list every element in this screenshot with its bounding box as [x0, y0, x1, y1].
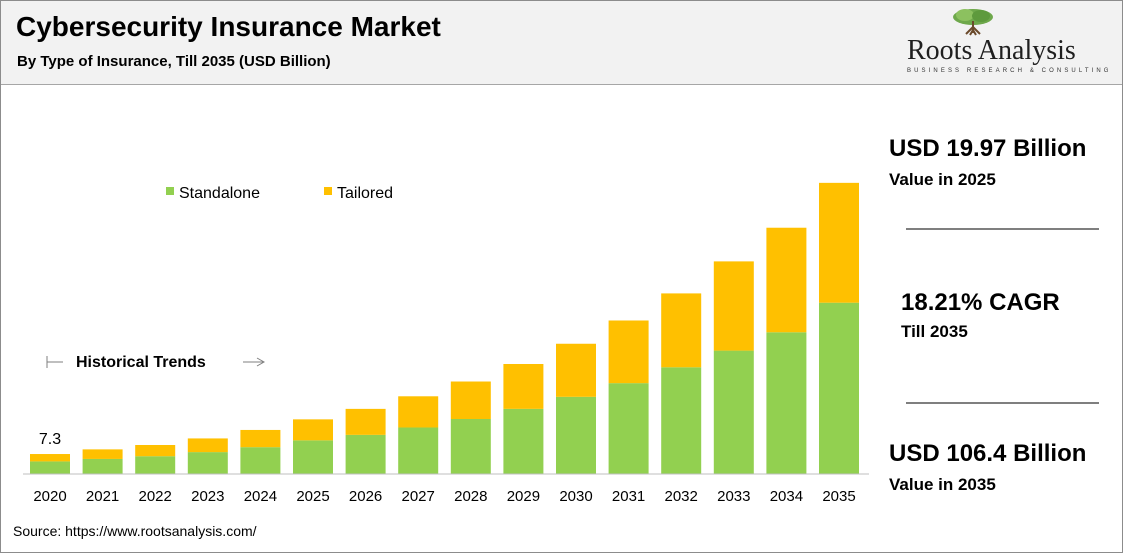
historical-trends-annotation: Historical Trends	[46, 354, 266, 371]
bar-standalone-2030	[556, 396, 596, 474]
bar-tailored-2023	[187, 438, 228, 453]
bar-tailored-2033	[713, 261, 754, 351]
legend-swatch-standalone	[166, 187, 174, 195]
x-tick-label-2030: 2030	[559, 488, 592, 505]
bar-standalone-2032	[661, 367, 702, 474]
bar-standalone-2029	[503, 408, 544, 474]
bar-standalone-2031	[608, 383, 649, 474]
kpi-value-2035: USD 106.4 Billion	[889, 440, 1087, 467]
bar-standalone-2033	[713, 350, 754, 474]
annotation-label: Historical Trends	[76, 354, 206, 371]
logo-tagline: BUSINESS RESEARCH & CONSULTING	[907, 68, 1112, 74]
bar-standalone-2024	[240, 447, 281, 474]
bar-standalone-2025	[293, 440, 333, 474]
annotation-arrow-head	[256, 357, 266, 367]
bar-tailored-2034	[766, 227, 807, 333]
x-tick-group: 2020 2021 2022 2023 2024 2025 2026 2027 2028 2029…	[33, 488, 855, 505]
bar-tailored-2028	[450, 381, 491, 419]
bar-tailored-2020	[30, 454, 70, 462]
bar-tailored-2025	[293, 419, 333, 441]
x-tick-label-2022: 2022	[139, 488, 172, 505]
bar-standalone-2020	[30, 461, 70, 474]
x-tick-label-2026: 2026	[349, 488, 382, 505]
x-tick-label-2023: 2023	[191, 488, 224, 505]
x-tick-label-2031: 2031	[612, 488, 645, 505]
kpi-label-2035: Value in 2035	[889, 475, 996, 494]
x-tick-label-2032: 2032	[665, 488, 698, 505]
bar-tailored-2029	[503, 363, 544, 409]
page-title: Cybersecurity Insurance Market	[16, 11, 441, 42]
kpi-label-cagr: Till 2035	[901, 322, 968, 341]
roots-analysis-logo: Roots Analysis BUSINESS RESEARCH & CONSU…	[901, 7, 1111, 77]
legend-swatch-tailored	[324, 187, 332, 195]
bar-standalone-2021	[82, 458, 123, 474]
bar-standalone-2027	[398, 427, 439, 474]
stacked-bar-chart: Standalone Tailored Historical Trends 7.3…	[23, 182, 869, 505]
bar-tailored-2027	[398, 396, 439, 428]
legend-label-tailored: Tailored	[337, 185, 393, 202]
x-tick-label-2024: 2024	[244, 488, 277, 505]
x-tick-label-2035: 2035	[822, 488, 855, 505]
kpi-divider	[906, 402, 1099, 404]
bar-standalone-2035	[819, 302, 859, 474]
data-label-total-2020: 7.3	[39, 431, 61, 448]
header-bar: Cybersecurity Insurance Market By Type o…	[1, 1, 1122, 85]
bar-standalone-2023	[187, 452, 228, 474]
x-tick-label-2034: 2034	[770, 488, 803, 505]
logo-name: Roots Analysis	[907, 35, 1076, 66]
tree-icon	[953, 9, 993, 36]
x-tick-label-2029: 2029	[507, 488, 540, 505]
x-tick-label-2021: 2021	[86, 488, 119, 505]
x-tick-label-2020: 2020	[33, 488, 66, 505]
data-label-group: 7.3	[39, 431, 61, 448]
bar-tailored-2032	[661, 293, 702, 368]
bar-tailored-2030	[556, 343, 596, 397]
bar-standalone-2028	[450, 418, 491, 474]
kpi-value-cagr: 18.21% CAGR	[901, 289, 1060, 316]
kpi-value-2025: USD 19.97 Billion	[889, 135, 1087, 162]
kpi-label-2025: Value in 2025	[889, 170, 996, 189]
bar-tailored-2035	[819, 182, 859, 303]
bar-tailored-2026	[345, 408, 386, 435]
bar-tailored-2022	[135, 444, 176, 457]
x-tick-label-2033: 2033	[717, 488, 750, 505]
x-tick-label-2027: 2027	[402, 488, 435, 505]
chart-legend: Standalone Tailored	[166, 185, 393, 202]
bar-group	[30, 182, 859, 474]
bar-tailored-2024	[240, 429, 281, 448]
bar-standalone-2034	[766, 332, 807, 474]
x-tick-label-2028: 2028	[454, 488, 487, 505]
source-note: Source: https://www.rootsanalysis.com/	[13, 523, 257, 539]
bar-standalone-2022	[135, 456, 176, 474]
x-tick-label-2025: 2025	[296, 488, 329, 505]
bar-tailored-2021	[82, 449, 123, 459]
bar-standalone-2026	[345, 434, 386, 474]
kpi-divider	[906, 228, 1099, 230]
legend-label-standalone: Standalone	[179, 185, 260, 202]
bar-tailored-2031	[608, 320, 649, 384]
page-subtitle: By Type of Insurance, Till 2035 (USD Bil…	[17, 53, 331, 70]
